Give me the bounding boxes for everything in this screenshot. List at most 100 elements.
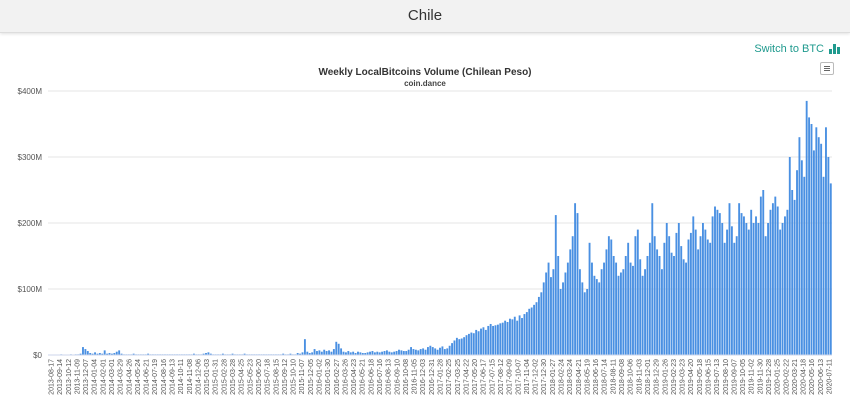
volume-bar[interactable] xyxy=(231,353,234,355)
volume-bar[interactable] xyxy=(632,265,634,355)
volume-bar[interactable] xyxy=(193,353,195,355)
volume-bar[interactable] xyxy=(769,209,772,355)
volume-bar[interactable] xyxy=(419,349,422,355)
volume-bar[interactable] xyxy=(588,242,591,355)
volume-bar[interactable] xyxy=(402,351,405,355)
volume-bar[interactable] xyxy=(733,242,736,355)
volume-bar[interactable] xyxy=(463,337,466,355)
volume-bar[interactable] xyxy=(349,352,352,355)
volume-bar[interactable] xyxy=(373,352,376,355)
switch-to-btc-link[interactable]: Switch to BTC xyxy=(754,43,840,55)
volume-bar[interactable] xyxy=(202,353,205,355)
volume-bar[interactable] xyxy=(431,347,434,355)
volume-bar[interactable] xyxy=(677,223,680,355)
volume-bar[interactable] xyxy=(132,353,135,355)
volume-bar[interactable] xyxy=(682,259,685,355)
volume-bar[interactable] xyxy=(468,333,470,355)
volume-bar[interactable] xyxy=(301,352,304,355)
volume-bar[interactable] xyxy=(581,282,584,355)
volume-bar[interactable] xyxy=(303,339,306,355)
volume-bar[interactable] xyxy=(318,350,321,355)
volume-bar[interactable] xyxy=(699,236,702,355)
volume-bar[interactable] xyxy=(91,353,94,355)
volume-bar[interactable] xyxy=(86,351,89,355)
volume-bar[interactable] xyxy=(786,209,789,355)
volume-bar[interactable] xyxy=(706,239,709,356)
volume-bar[interactable] xyxy=(98,353,101,355)
volume-bar[interactable] xyxy=(793,199,796,355)
volume-bar[interactable] xyxy=(812,150,815,355)
volume-bar[interactable] xyxy=(820,143,823,355)
volume-bar[interactable] xyxy=(593,275,596,355)
volume-bar[interactable] xyxy=(427,347,429,355)
volume-bar[interactable] xyxy=(767,223,770,355)
volume-bar[interactable] xyxy=(311,352,314,355)
volume-bar[interactable] xyxy=(788,157,791,355)
volume-bar[interactable] xyxy=(308,353,311,355)
volume-bar[interactable] xyxy=(477,331,480,355)
volume-bar[interactable] xyxy=(776,206,779,356)
volume-bar[interactable] xyxy=(306,351,309,355)
volume-bar[interactable] xyxy=(552,269,555,355)
volume-bar[interactable] xyxy=(810,124,813,355)
volume-bar[interactable] xyxy=(540,292,543,355)
volume-bar[interactable] xyxy=(410,347,412,355)
volume-bar[interactable] xyxy=(494,325,497,355)
volume-bar[interactable] xyxy=(646,256,649,355)
volume-bar[interactable] xyxy=(528,308,531,355)
volume-bar[interactable] xyxy=(347,351,350,355)
volume-bar[interactable] xyxy=(115,351,118,355)
volume-bar[interactable] xyxy=(422,348,425,355)
volume-bar[interactable] xyxy=(612,256,615,355)
volume-bar[interactable] xyxy=(537,296,540,355)
volume-bar[interactable] xyxy=(113,353,116,355)
volume-bar[interactable] xyxy=(583,292,586,355)
volume-bar[interactable] xyxy=(335,341,338,355)
volume-bar[interactable] xyxy=(779,229,782,355)
volume-bar[interactable] xyxy=(506,322,509,355)
volume-bar[interactable] xyxy=(629,262,632,355)
volume-bar[interactable] xyxy=(771,203,774,355)
volume-bar[interactable] xyxy=(323,349,326,355)
volume-bar[interactable] xyxy=(598,282,601,355)
volume-bar[interactable] xyxy=(574,203,577,355)
volume-bar[interactable] xyxy=(110,353,113,355)
volume-bar[interactable] xyxy=(79,353,82,355)
volume-bar[interactable] xyxy=(689,232,692,355)
volume-bar[interactable] xyxy=(745,223,748,355)
volume-bar[interactable] xyxy=(412,349,415,355)
volume-bar[interactable] xyxy=(697,249,700,355)
volume-bar[interactable] xyxy=(704,229,707,355)
volume-bar[interactable] xyxy=(550,277,552,355)
volume-bar[interactable] xyxy=(829,183,832,355)
volume-bar[interactable] xyxy=(660,269,663,355)
volume-bar[interactable] xyxy=(371,351,374,355)
volume-bar[interactable] xyxy=(400,350,403,355)
volume-bar[interactable] xyxy=(496,324,499,355)
volume-bar[interactable] xyxy=(641,275,644,355)
chart-menu-button[interactable] xyxy=(820,62,834,75)
volume-bar[interactable] xyxy=(417,350,420,355)
volume-bar[interactable] xyxy=(108,353,111,355)
volume-bar[interactable] xyxy=(762,190,765,355)
volume-bar[interactable] xyxy=(566,262,569,355)
volume-bar[interactable] xyxy=(434,348,437,355)
volume-bar[interactable] xyxy=(511,319,514,355)
volume-bar[interactable] xyxy=(533,304,536,355)
volume-bar[interactable] xyxy=(525,312,528,355)
volume-bar[interactable] xyxy=(617,275,620,355)
volume-bar[interactable] xyxy=(740,213,743,355)
volume-bar[interactable] xyxy=(243,353,246,355)
volume-bar[interactable] xyxy=(670,252,673,355)
volume-bar[interactable] xyxy=(513,316,516,355)
volume-bar[interactable] xyxy=(808,117,811,356)
volume-bar[interactable] xyxy=(752,223,755,355)
volume-bar[interactable] xyxy=(554,215,557,355)
volume-bar[interactable] xyxy=(424,349,427,355)
volume-bar[interactable] xyxy=(472,333,475,355)
volume-bar[interactable] xyxy=(221,353,224,355)
volume-bar[interactable] xyxy=(366,352,369,355)
volume-bar[interactable] xyxy=(106,353,109,355)
volume-bar[interactable] xyxy=(636,229,639,355)
volume-bar[interactable] xyxy=(709,242,712,355)
